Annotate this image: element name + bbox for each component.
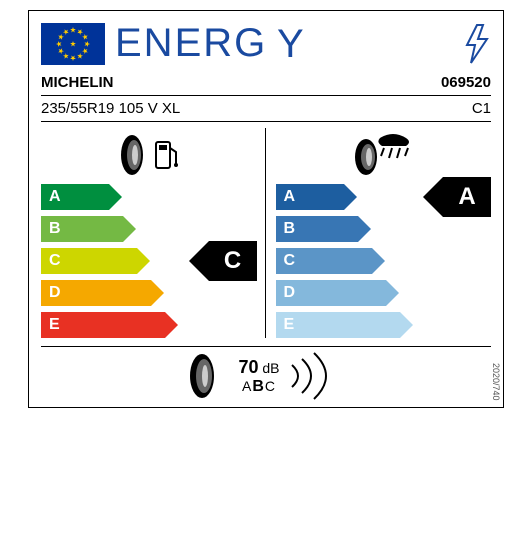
rating-letter: B (284, 220, 296, 238)
y-bolt-icon: Y (277, 23, 309, 65)
rating-bar: E (41, 312, 165, 338)
rating-row-a: AA (276, 184, 492, 210)
model-code: 069520 (441, 74, 491, 91)
rating-bar: B (41, 216, 123, 242)
tyre-spec: 235/55R19 105 V XL (41, 100, 180, 117)
tyre-noise-icon (184, 351, 230, 401)
noise-db-unit: dB (262, 360, 279, 376)
rating-badge: A (443, 177, 491, 217)
rating-bar: E (276, 312, 400, 338)
tyre-rain-icon (348, 132, 418, 178)
noise-class: ABC (238, 378, 279, 396)
rating-row-c: CC (41, 248, 257, 274)
rating-bar: A (41, 184, 109, 210)
noise-class-letter: A (242, 378, 252, 394)
fuel-efficiency-chart: ABCCDE (41, 128, 257, 338)
rating-row-a: A (41, 184, 257, 210)
rating-bar: C (276, 248, 372, 274)
class-code: C1 (472, 100, 491, 117)
noise-class-letter: B (252, 378, 265, 395)
noise-section: 70 dB ABC 2020/740 (41, 346, 491, 401)
tyre-label: ENERG Y MICHELIN 069520 235/55R19 105 V … (28, 10, 504, 408)
rating-row-d: D (276, 280, 492, 306)
rating-letter: D (284, 284, 296, 302)
charts: ABCCDE AABCDE (41, 128, 491, 338)
regulation-code: 2020/740 (491, 363, 501, 401)
rating-row-b: B (41, 216, 257, 242)
rating-bar: D (276, 280, 386, 306)
brand-name: MICHELIN (41, 74, 114, 91)
rating-letter: A (284, 188, 296, 206)
rating-bar: C (41, 248, 137, 274)
rating-bar: B (276, 216, 358, 242)
header: ENERG Y (41, 21, 491, 66)
eu-flag-icon (41, 23, 105, 65)
rating-letter: E (284, 316, 295, 334)
rating-bar: D (41, 280, 151, 306)
rating-row-e: E (41, 312, 257, 338)
rating-letter: A (49, 188, 61, 206)
energy-title: ENERG (115, 21, 267, 66)
sound-wave-icon (288, 351, 348, 401)
noise-class-letter: C (265, 378, 276, 394)
noise-text: 70 dB ABC (238, 357, 279, 396)
spec-row: 235/55R19 105 V XL C1 (41, 96, 491, 122)
wet-grip-chart: AABCDE (265, 128, 492, 338)
rating-letter: C (49, 252, 61, 270)
brand-row: MICHELIN 069520 (41, 70, 491, 96)
rating-row-c: C (276, 248, 492, 274)
rating-bar: A (276, 184, 344, 210)
lightning-icon (463, 23, 491, 65)
tyre-fuel-icon (114, 132, 184, 178)
rating-letter: C (284, 252, 296, 270)
noise-db-value: 70 (238, 357, 258, 377)
rating-badge: C (209, 241, 257, 281)
rating-letter: B (49, 220, 61, 238)
svg-text:Y: Y (277, 23, 304, 65)
rating-row-b: B (276, 216, 492, 242)
rating-row-d: D (41, 280, 257, 306)
rating-row-e: E (276, 312, 492, 338)
rating-letter: D (49, 284, 61, 302)
rating-letter: E (49, 316, 60, 334)
